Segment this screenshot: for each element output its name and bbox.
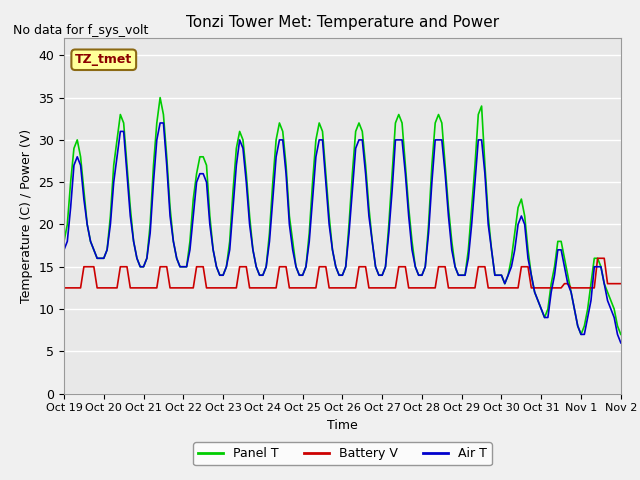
Text: TZ_tmet: TZ_tmet: [75, 53, 132, 66]
Air T: [156, 120, 164, 126]
Panel T: [577, 332, 585, 337]
Y-axis label: Temperature (C) / Power (V): Temperature (C) / Power (V): [20, 129, 33, 303]
Panel T: [156, 95, 164, 100]
Panel T: [617, 332, 625, 337]
Line: Battery V: Battery V: [64, 258, 621, 288]
Battery V: [494, 285, 502, 291]
Battery V: [60, 285, 68, 291]
Legend: Panel T, Battery V, Air T: Panel T, Battery V, Air T: [193, 443, 492, 466]
Air T: [508, 264, 515, 270]
Battery V: [209, 285, 217, 291]
Panel T: [597, 264, 605, 270]
Panel T: [282, 162, 290, 168]
Line: Air T: Air T: [64, 123, 621, 343]
Air T: [212, 264, 220, 270]
Panel T: [508, 255, 515, 261]
Panel T: [498, 272, 506, 278]
Air T: [617, 340, 625, 346]
Battery V: [504, 285, 512, 291]
Battery V: [617, 281, 625, 287]
Panel T: [538, 306, 545, 312]
Battery V: [594, 255, 602, 261]
Air T: [498, 272, 506, 278]
Text: No data for f_sys_volt: No data for f_sys_volt: [13, 24, 148, 37]
Air T: [282, 171, 290, 177]
Panel T: [60, 239, 68, 244]
Line: Panel T: Panel T: [64, 97, 621, 335]
Battery V: [279, 264, 287, 270]
Air T: [60, 247, 68, 252]
Air T: [538, 306, 545, 312]
Panel T: [212, 264, 220, 270]
Battery V: [534, 285, 542, 291]
Title: Tonzi Tower Met: Temperature and Power: Tonzi Tower Met: Temperature and Power: [186, 15, 499, 30]
X-axis label: Time: Time: [327, 419, 358, 432]
Battery V: [591, 285, 598, 291]
Air T: [594, 264, 602, 270]
